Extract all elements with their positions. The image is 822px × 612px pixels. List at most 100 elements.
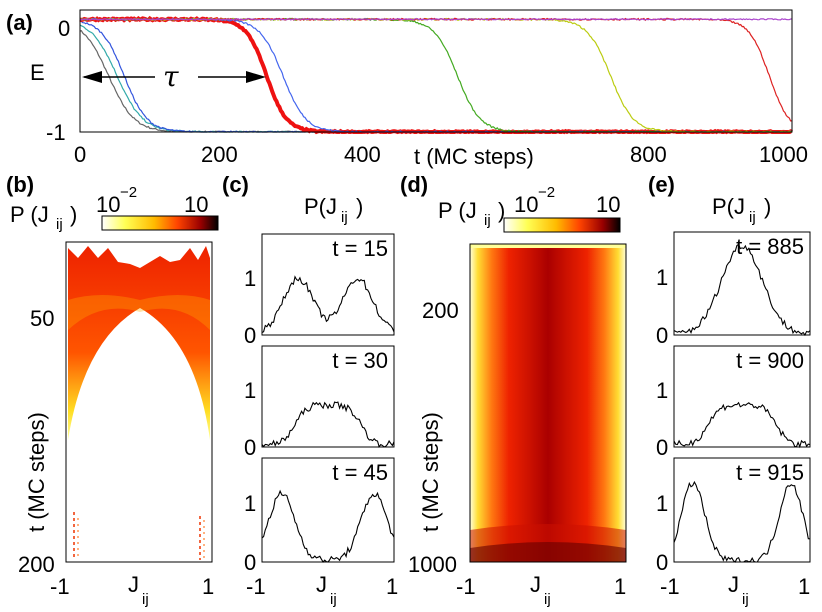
energy-trace-run-cyan [79, 24, 793, 133]
panel-d-cbar-max: 10 [596, 192, 620, 217]
panel-b-colorbar-label: P (J ij ) 10 −2 10 [10, 184, 208, 233]
panel-e-time-label-2: t = 915 [736, 460, 804, 485]
panel-e-curve-0 [673, 243, 811, 337]
panel-a-plot [79, 15, 793, 135]
panel-d-xtick-neg1: -1 [456, 574, 476, 599]
panel-b-ytick-50: 50 [30, 306, 54, 331]
panel-e-subplot-frame-0 [673, 231, 811, 336]
panel-e-time-label-1: t = 900 [736, 348, 804, 373]
panel-c-title: P(J [304, 194, 337, 219]
panel-d-ytick-1000: 1000 [408, 552, 457, 577]
panel-d-colorbar [503, 217, 621, 233]
panel-d-xlabel: J [530, 572, 541, 597]
panel-b-late-speckles [73, 512, 205, 560]
panel-b-ytick-200: 200 [18, 552, 55, 577]
panel-e-ytick-1-1: 1 [656, 378, 668, 403]
panel-b-ylabel: t (MC steps) [24, 412, 49, 532]
panel-a-xtick-800: 800 [630, 142, 667, 167]
panel-c-xlabel-sub: ij [330, 591, 337, 608]
panel-c-ytick-0-2: 0 [244, 550, 256, 575]
panel-e-title-close: ) [764, 194, 771, 219]
panel-d-xtick-1: 1 [614, 574, 626, 599]
panel-c-ytick-0-0: 0 [244, 323, 256, 348]
panel-d-frame [469, 243, 627, 563]
panel-b-heatmap [68, 246, 210, 560]
panel-c-time-label-0: t = 15 [332, 236, 388, 261]
tau-arrow-right-head [246, 71, 266, 83]
panel-a-frame [79, 9, 793, 133]
panel-a-label: (a) [6, 10, 33, 35]
panel-c-subplot-frame-0 [261, 233, 395, 336]
panel-a-ylabel: E [30, 60, 45, 85]
tau-arrow-left-head [82, 71, 102, 83]
panel-c-ytick-1-2: 1 [244, 491, 256, 516]
panel-e-xlabel: J [728, 572, 739, 597]
panel-b-xlabel-sub: ij [142, 591, 149, 608]
panel-d-heatmap-bottom-dark [470, 542, 626, 562]
panel-b-cbar-max: 10 [184, 192, 208, 217]
panel-d-heatmap-top-edge [470, 244, 626, 248]
panel-d-cbar-title-close: ) [498, 198, 505, 223]
panel-c-ytick-0-1: 0 [244, 435, 256, 460]
panel-e-ytick-1-2: 1 [656, 491, 668, 516]
energy-trace-run-green [79, 17, 793, 133]
panel-a-xlabel: t (MC steps) [414, 144, 534, 169]
panel-d-heatmap-body [470, 244, 626, 562]
panel-e-time-label-0: t = 885 [736, 234, 804, 259]
panel-b-label: (b) [6, 172, 34, 197]
panel-b-cbar-min: 10 [96, 192, 120, 217]
panel-c-plots: 1 0 t = 15 1 0 t = 30 1 0 t = 45 [244, 233, 395, 575]
panel-e-xtick-1: 1 [798, 574, 810, 599]
panel-d-ylabel: t (MC steps) [418, 412, 443, 532]
panel-e-ytick-1-0: 1 [656, 265, 668, 290]
panel-e-subplot-frame-1 [673, 345, 811, 448]
panel-d-label: (d) [400, 172, 428, 197]
energy-trace-run-red-thick [79, 15, 793, 135]
panel-e-curve-1 [673, 401, 811, 449]
panel-e-plots: 1 0 t = 885 1 0 t = 900 1 0 t = 915 [656, 231, 811, 575]
panel-c-label: (c) [222, 172, 249, 197]
panel-c-time-label-2: t = 45 [332, 460, 388, 485]
panel-a-xtick-1000: 1000 [759, 142, 808, 167]
panel-e-curve-2 [673, 480, 811, 563]
panel-d-ytick-200: 200 [422, 298, 459, 323]
panel-d-cbar-title-sub: ij [484, 212, 491, 229]
energy-trace-run-yellowgreen [80, 17, 793, 133]
panel-e-label: (e) [648, 172, 675, 197]
panel-b-dome-band [68, 295, 210, 330]
panel-e-xlabel-sub: ij [742, 591, 749, 608]
panel-c-title-close: ) [356, 194, 363, 219]
panel-b-colorbar [101, 215, 219, 231]
panel-a-xtick-200: 200 [201, 142, 238, 167]
panel-e-title: P(J [712, 194, 745, 219]
panel-b-xtick-1: 1 [202, 574, 214, 599]
panel-c-title-sub: ij [341, 209, 348, 226]
panel-c-xtick-neg1: -1 [246, 574, 266, 599]
panel-b-cbar-title: P (J [10, 202, 49, 227]
energy-trace-run-blue-early [79, 20, 792, 133]
panel-e-ytick-0-1: 0 [656, 435, 668, 460]
panel-a-ytick-neg1: -1 [46, 120, 66, 145]
panel-c-time-label-1: t = 30 [332, 348, 388, 373]
panel-d-cbar-min-exp: −2 [538, 184, 555, 201]
tau-symbol: τ [163, 60, 179, 93]
panel-d-cbar-min: 10 [514, 192, 538, 217]
panel-c-curve-1 [261, 401, 395, 448]
panel-d-cbar-title: P (J [438, 198, 477, 223]
panel-b-cbar-title-sub: ij [56, 216, 63, 233]
panel-a-xtick-0: 0 [74, 142, 86, 167]
panel-b-cbar-min-exp: −2 [120, 184, 137, 201]
panel-a-xtick-400: 400 [344, 142, 381, 167]
panel-a-ytick-0: 0 [58, 16, 70, 41]
panel-c-curve-0 [261, 275, 395, 333]
panel-a-yticks: 0 -1 [46, 16, 70, 145]
panel-c-xlabel: J [316, 572, 327, 597]
panel-d-colorbar-label: P (J ij ) 10 −2 10 [438, 184, 620, 229]
panel-e-ytick-0-2: 0 [656, 550, 668, 575]
panel-b-dome [68, 246, 210, 440]
panel-b-cbar-title-close: ) [70, 202, 77, 227]
energy-trace-run-blue [79, 17, 793, 133]
panel-c-ytick-1-1: 1 [244, 378, 256, 403]
tau-annotation: τ [82, 60, 266, 93]
